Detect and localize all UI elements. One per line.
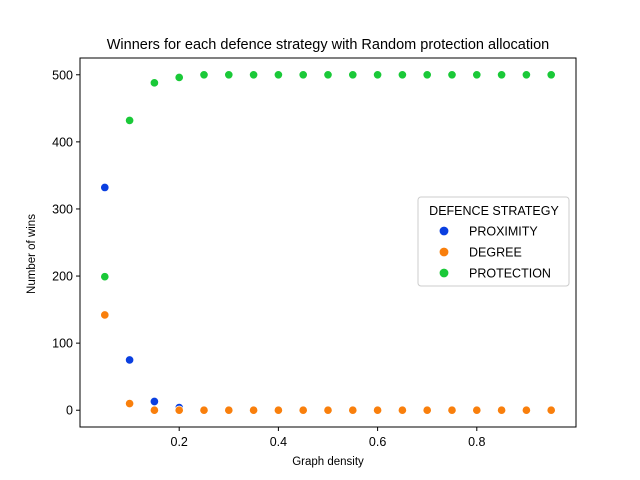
legend-marker-protection [438,267,450,279]
data-point-degree [298,405,308,415]
data-point-degree [273,405,283,415]
data-point-degree [323,405,333,415]
legend-marker-proximity [438,225,450,237]
y-tick-label: 300 [52,202,73,216]
data-point-protection [323,70,333,80]
data-point-degree [521,405,531,415]
y-tick-label: 500 [52,68,73,82]
data-point-protection [447,70,457,80]
data-point-protection [397,70,407,80]
x-tick-label: 0.6 [369,435,386,449]
data-point-protection [149,78,159,88]
data-point-protection [199,70,209,80]
data-point-degree [497,405,507,415]
data-point-proximity [125,355,135,365]
legend: DEFENCE STRATEGY PROXIMITY DEGREE PROTECTI… [417,196,570,287]
y-tick-label: 200 [52,270,73,284]
data-point-protection [224,70,234,80]
data-point-degree [373,405,383,415]
plot-area: 0.2 0.4 0.6 0.8 0 100 200 300 400 500 [52,57,577,449]
data-point-degree [249,405,259,415]
legend-label-proximity: PROXIMITY [469,225,538,239]
y-tick-label: 0 [66,404,73,418]
data-point-protection [100,272,110,282]
legend-title: DEFENCE STRATEGY [429,204,559,218]
data-point-degree [447,405,457,415]
data-point-protection [298,70,308,80]
legend-label-protection: PROTECTION [469,267,551,281]
data-point-protection [174,72,184,83]
y-tick-label: 100 [52,337,73,351]
data-point-degree [397,405,407,415]
data-point-protection [497,70,507,80]
data-point-protection [422,70,432,80]
data-point-degree [348,405,358,415]
x-tick-label: 0.8 [468,435,485,449]
data-point-proximity [100,182,110,193]
data-point-protection [472,70,482,80]
axes-frame [79,57,577,428]
data-point-proximity [149,396,159,407]
data-point-degree [546,405,556,415]
data-point-protection [348,70,358,80]
data-point-degree [422,405,432,415]
x-axis-label: Graph density [292,456,364,468]
x-tick-label: 0.2 [171,435,188,449]
data-point-degree [100,310,110,320]
legend-box [417,196,570,287]
legend-label-degree: DEGREE [469,246,522,260]
x-tick-label: 0.4 [270,435,287,449]
data-point-degree [149,405,159,415]
data-point-protection [373,70,383,80]
data-point-degree [174,405,184,415]
data-point-protection [521,70,531,80]
y-axis-label: Number of wins [26,214,38,294]
data-point-degree [224,405,234,415]
data-point-degree [125,398,135,409]
data-point-degree [199,405,209,415]
data-point-protection [125,115,135,125]
y-tick-label: 400 [52,135,73,149]
chart-title: Winners for each defence strategy with R… [107,37,549,53]
data-point-degree [472,405,482,415]
data-point-protection [249,70,259,80]
legend-marker-degree [438,246,450,258]
data-point-protection [273,70,283,80]
data-point-protection [546,70,556,80]
